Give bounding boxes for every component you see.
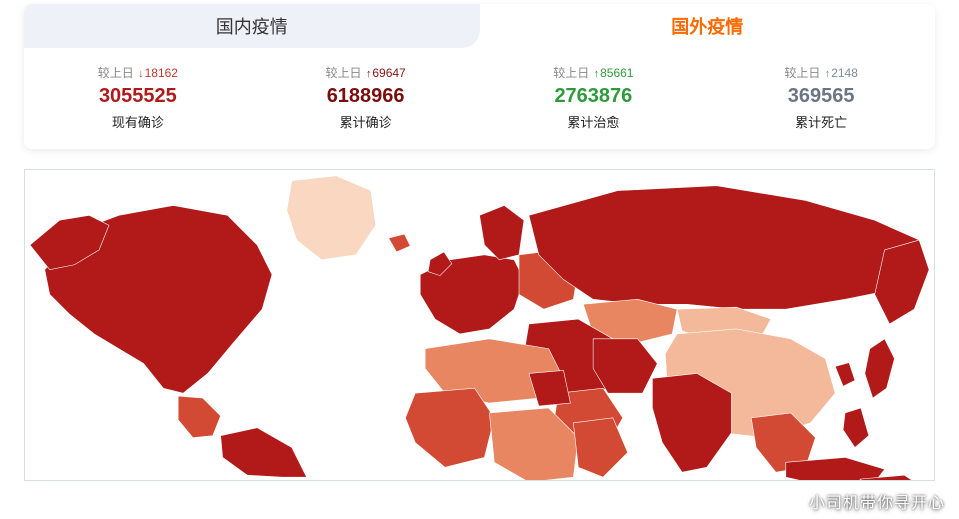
stat-delta: 较上日 ↑85661 bbox=[480, 64, 708, 81]
stat-value: 3055525 bbox=[24, 85, 252, 108]
delta-value: 85661 bbox=[600, 66, 633, 80]
stat-delta: 较上日 ↓18162 bbox=[24, 64, 252, 81]
delta-prefix: 较上日 bbox=[326, 66, 365, 80]
stat-col-0: 较上日 ↓18162 3055525 现有确诊 bbox=[24, 64, 252, 131]
tab-domestic-label: 国内疫情 bbox=[216, 13, 288, 39]
stat-label: 累计确诊 bbox=[252, 112, 480, 131]
delta-prefix: 较上日 bbox=[553, 66, 592, 80]
stat-delta: 较上日 ↑2148 bbox=[707, 64, 935, 81]
watermark: 小司机带你寻开心 bbox=[809, 489, 945, 513]
tab-foreign[interactable]: 国外疫情 bbox=[480, 4, 936, 48]
delta-arrow-icon: ↑ bbox=[825, 68, 831, 80]
delta-prefix: 较上日 bbox=[98, 66, 137, 80]
stat-delta: 较上日 ↑69647 bbox=[252, 64, 480, 81]
world-map bbox=[24, 169, 935, 481]
stat-col-2: 较上日 ↑85661 2763876 累计治愈 bbox=[480, 64, 708, 131]
tabs: 国内疫情 国外疫情 bbox=[24, 4, 935, 48]
delta-arrow-icon: ↑ bbox=[594, 68, 600, 80]
delta-value: 2148 bbox=[831, 66, 858, 80]
tab-domestic[interactable]: 国内疫情 bbox=[24, 4, 480, 48]
delta-value: 69647 bbox=[372, 66, 405, 80]
delta-value: 18162 bbox=[145, 66, 178, 80]
world-map-svg bbox=[25, 170, 934, 480]
delta-arrow-icon: ↑ bbox=[366, 68, 372, 80]
stat-label: 现有确诊 bbox=[24, 112, 252, 131]
stat-value: 2763876 bbox=[480, 85, 708, 108]
delta-prefix: 较上日 bbox=[784, 66, 823, 80]
stat-value: 369565 bbox=[707, 85, 935, 108]
stats-card: 国内疫情 国外疫情 较上日 ↓181623055525现有确诊较上日 ↑6964… bbox=[24, 4, 935, 149]
stat-value: 6188966 bbox=[252, 85, 480, 108]
tab-foreign-label: 国外疫情 bbox=[671, 13, 743, 39]
stat-col-3: 较上日 ↑2148 369565 累计死亡 bbox=[707, 64, 935, 131]
stat-label: 累计治愈 bbox=[480, 112, 708, 131]
stat-label: 累计死亡 bbox=[707, 112, 935, 131]
stats-row: 较上日 ↓181623055525现有确诊较上日 ↑696476188966累计… bbox=[24, 48, 935, 149]
stat-col-1: 较上日 ↑69647 6188966 累计确诊 bbox=[252, 64, 480, 131]
delta-arrow-icon: ↓ bbox=[138, 68, 144, 80]
